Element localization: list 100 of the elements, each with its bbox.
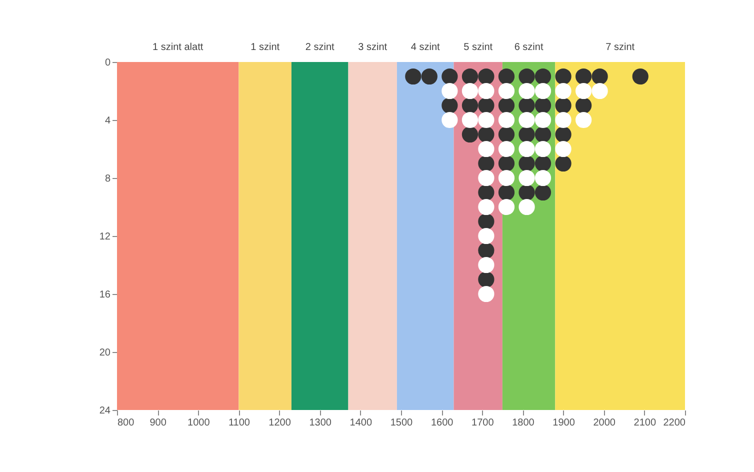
point [498,140,515,158]
point [518,97,535,114]
band-label: 3 szint [358,42,388,53]
point [555,126,572,143]
point [405,68,422,85]
point [478,256,494,274]
x-tick-label: 900 [150,418,167,428]
x-tick-label: 1700 [472,418,494,428]
point [498,198,515,216]
point [555,97,572,114]
x-tick-label: 2100 [634,418,656,428]
x-tick-label: 1800 [512,418,535,428]
point [518,112,535,128]
point [478,140,494,158]
point [478,97,494,114]
point [518,126,535,143]
point [576,112,592,128]
point [576,68,592,85]
x-tick-label: 1000 [188,418,210,428]
point [478,170,494,186]
x-tick-label: 1200 [268,418,292,428]
point [576,97,592,114]
point [592,82,608,100]
y-tick-label: 20 [99,348,111,358]
point [498,170,515,186]
point [498,68,515,85]
point [462,112,478,128]
y-tick-label: 0 [104,58,111,68]
point [462,82,478,100]
point [478,286,494,302]
x-tick-label: 1100 [228,418,250,428]
point [478,82,494,100]
point [518,184,535,201]
point [518,68,535,85]
band-label: 1 szint alatt [152,42,204,53]
point [534,97,552,114]
x-tick-label: 1500 [390,418,414,428]
point [442,112,458,128]
point [555,155,572,172]
y-tick-label: 24 [99,406,111,416]
x-tick-label: 1400 [350,418,372,428]
point [555,140,572,158]
y-tick-label: 8 [104,174,111,184]
point [498,97,515,114]
point [534,170,552,186]
point [478,271,494,288]
y-tick-label: 12 [99,232,111,242]
point [442,97,458,114]
y-tick-label: 16 [99,290,111,300]
point [462,126,478,143]
x-tick-label: 1900 [552,418,576,428]
x-tick-label: 1300 [309,418,332,428]
point [478,228,494,244]
point [462,68,478,85]
x-tick-label: 1600 [430,418,454,428]
point [518,82,535,100]
point [462,97,478,114]
point [478,112,494,128]
point [478,242,494,259]
point [442,82,458,100]
point [592,68,608,85]
point [534,155,552,172]
point [498,184,515,201]
point [478,68,494,85]
point [421,68,438,85]
band-label: 4 szint [410,42,440,53]
point [534,68,552,85]
point [498,155,515,172]
x-tick-label: 2000 [593,418,616,428]
point [498,112,515,128]
point [478,155,494,172]
point [518,170,535,186]
point [478,126,494,143]
point [576,82,592,100]
point [534,82,552,100]
point [498,126,515,143]
point [555,112,572,128]
band-label: 1 szint [250,42,280,53]
band-label: 5 szint [464,42,493,53]
point [518,198,535,216]
point [478,213,494,230]
band-label: 6 szint [514,42,544,53]
point [478,184,494,201]
point [632,68,648,85]
point [518,155,535,172]
band-label: 2 szint [305,42,335,53]
point [478,198,494,216]
point [534,112,552,128]
y-tick-label: 4 [104,116,111,126]
point [555,82,572,100]
point [498,82,515,100]
point [518,140,535,158]
point [442,68,458,85]
point [534,184,552,201]
point [534,126,552,143]
point [534,140,552,158]
point [555,68,572,85]
x-tick-label: 2200 [663,418,686,428]
x-tick-label: 800 [118,418,135,428]
band-label: 7 szint [606,42,635,53]
